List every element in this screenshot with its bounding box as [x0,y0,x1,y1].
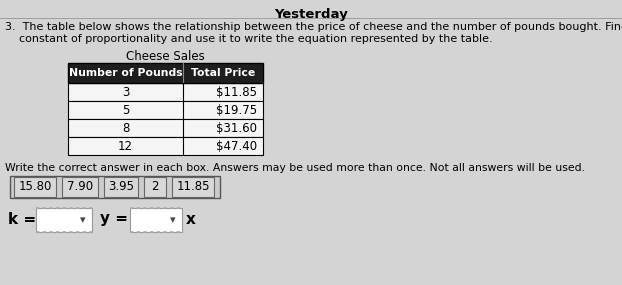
Text: constant of proportionality and use it to write the equation represented by the : constant of proportionality and use it t… [5,34,493,44]
Bar [68,119,263,137]
Text: Number of Pounds: Number of Pounds [68,68,182,78]
Bar [36,208,92,232]
Text: ▾: ▾ [80,215,86,225]
Text: 3.  The table below shows the relationship between the price of cheese and the n: 3. The table below shows the relationshi… [5,22,622,32]
Bar [68,101,263,119]
Text: x: x [186,211,196,227]
Bar [172,177,214,197]
Bar [14,177,56,197]
Text: $11.85: $11.85 [216,86,257,99]
Bar [144,177,166,197]
Text: k =: k = [8,211,36,227]
Text: 3: 3 [122,86,129,99]
Bar [104,177,138,197]
Text: Total Price: Total Price [191,68,255,78]
Bar [62,177,98,197]
Text: 2: 2 [151,180,159,194]
Bar [10,176,220,198]
Bar [68,63,263,83]
Text: Yesterday: Yesterday [274,8,348,21]
Text: Write the correct answer in each box. Answers may be used more than once. Not al: Write the correct answer in each box. An… [5,163,585,173]
Text: 12: 12 [118,139,133,152]
Text: 8: 8 [122,121,129,135]
Bar [130,208,182,232]
Text: 11.85: 11.85 [176,180,210,194]
Text: 15.80: 15.80 [18,180,52,194]
Text: Cheese Sales: Cheese Sales [126,50,205,63]
Text: 3.95: 3.95 [108,180,134,194]
Text: ▾: ▾ [170,215,176,225]
Bar [68,83,263,101]
Text: $19.75: $19.75 [216,103,257,117]
Bar [68,137,263,155]
Text: 5: 5 [122,103,129,117]
Text: y =: y = [100,211,128,227]
Text: 7.90: 7.90 [67,180,93,194]
Text: $31.60: $31.60 [216,121,257,135]
Text: $47.40: $47.40 [216,139,257,152]
